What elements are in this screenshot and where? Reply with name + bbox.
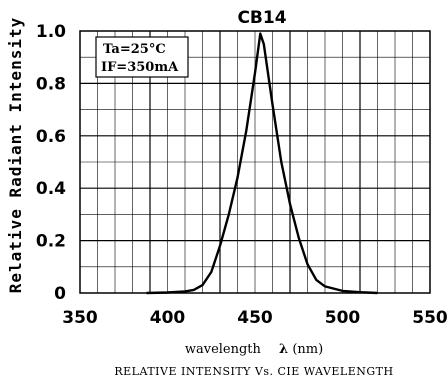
x-axis-label: wavelength λ (nm) — [185, 342, 323, 357]
x-tick-label: 500 — [325, 308, 361, 328]
condition-current: IF=350mA — [101, 60, 179, 75]
x-tick-label: 400 — [150, 308, 186, 328]
y-tick-labels: 0 0.2 0.4 0.6 0.8 1.0 — [36, 22, 66, 304]
x-tick-label: 450 — [237, 308, 273, 328]
y-axis-label: Relative Radiant Intensity — [6, 17, 25, 293]
y-tick-label: 0 — [54, 284, 66, 304]
y-tick-label: 0.4 — [36, 179, 66, 199]
y-tick-label: 1.0 — [36, 22, 66, 42]
conditions-box — [95, 36, 189, 78]
x-axis-lambda: λ — [279, 342, 288, 357]
y-tick-label: 0.6 — [36, 127, 66, 147]
x-tick-labels: 350 400 450 500 550 — [62, 308, 447, 328]
x-tick-label: 350 — [62, 308, 98, 328]
y-tick-label: 0.2 — [36, 232, 66, 252]
chart-title: CB14 — [237, 8, 286, 28]
x-axis-label-text: wavelength — [185, 342, 262, 357]
y-tick-label: 0.8 — [36, 74, 66, 94]
chart-caption: RELATIVE INTENSITY Vs. CIE WAVELENGTH — [114, 365, 393, 378]
x-axis-unit: (nm) — [292, 342, 323, 357]
condition-temperature: Ta=25°C — [103, 42, 166, 57]
x-tick-label: 550 — [412, 308, 447, 328]
plot-frame — [79, 30, 431, 294]
series-line-spectrum — [146, 32, 378, 295]
